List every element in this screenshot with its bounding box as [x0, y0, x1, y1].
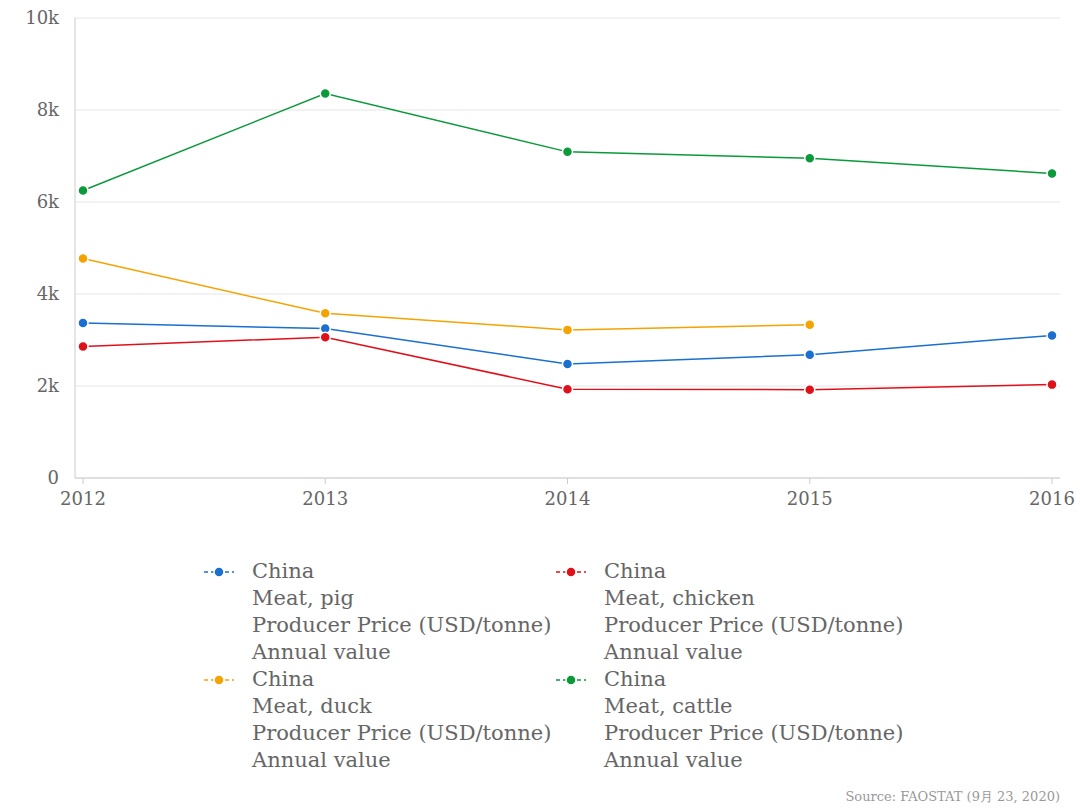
html-text:Annual value: Annual value	[252, 640, 391, 664]
html-text:China: China	[252, 667, 315, 691]
svg-text:0: 0	[48, 467, 59, 488]
svg-text:2016: 2016	[1029, 488, 1072, 509]
html-text:Source: FAOSTAT (9月 23, 2020): Source: FAOSTAT (9月 23, 2020)	[845, 789, 1060, 804]
html-text:China: China	[252, 559, 315, 583]
html-text:China: China	[604, 667, 667, 691]
svg-text:10k: 10k	[25, 7, 60, 28]
svg-text:4k: 4k	[37, 283, 60, 304]
svg-text:6k: 6k	[37, 191, 60, 212]
html-text:Meat, pig: Meat, pig	[252, 586, 354, 610]
html-text:China: China	[604, 559, 667, 583]
html-text:Meat, chicken: Meat, chicken	[604, 586, 755, 610]
svg-text:2015: 2015	[787, 488, 833, 509]
html-text:Annual value: Annual value	[252, 748, 391, 772]
svg-text:2013: 2013	[302, 488, 348, 509]
svg-text:2k: 2k	[37, 375, 60, 396]
html-text:Meat, duck: Meat, duck	[252, 694, 372, 718]
html-text:Meat, cattle: Meat, cattle	[604, 694, 733, 718]
html-text:Producer Price (USD/tonne): Producer Price (USD/tonne)	[604, 721, 904, 745]
svg-text:2014: 2014	[545, 488, 591, 509]
html-text:Annual value: Annual value	[604, 640, 743, 664]
svg-text:8k: 8k	[37, 99, 60, 120]
html-text:Producer Price (USD/tonne): Producer Price (USD/tonne)	[252, 721, 552, 745]
svg-text:2012: 2012	[60, 488, 106, 509]
html-text:Producer Price (USD/tonne): Producer Price (USD/tonne)	[604, 613, 904, 637]
html-text:Annual value: Annual value	[604, 748, 743, 772]
html-text:Producer Price (USD/tonne): Producer Price (USD/tonne)	[252, 613, 552, 637]
